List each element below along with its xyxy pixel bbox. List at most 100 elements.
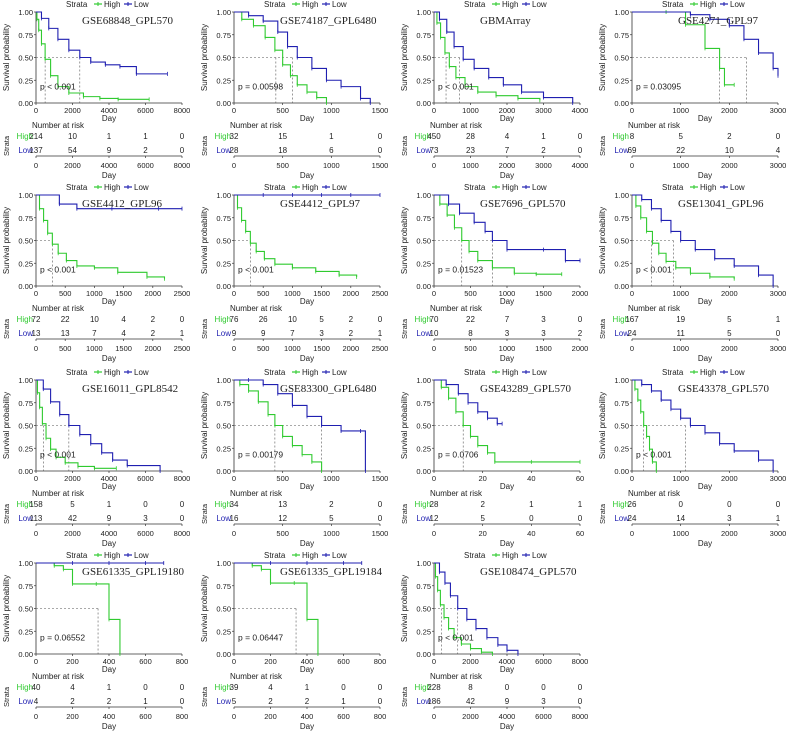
high-survival-curve	[234, 194, 358, 277]
x-tick-label: 1000	[323, 106, 340, 115]
km-panel: 0.00 0.25 0.50 0.75 1.00 Survival probability…	[198, 368, 388, 548]
risk-x-tick-label: 500	[464, 344, 477, 353]
x-axis-label: Day	[102, 297, 116, 306]
risk-low-count: 8	[468, 329, 473, 338]
risk-high-count: 70	[430, 315, 439, 324]
x-tick-label: 1000	[672, 106, 689, 115]
p-value: p = 0.03095	[636, 81, 681, 91]
risk-low-count: 4	[121, 329, 126, 338]
risk-high-count: 1	[305, 683, 310, 692]
y-tick-label: 0.75	[416, 582, 431, 591]
y-tick-label: 1.00	[614, 191, 629, 200]
risk-strata-label: Strata	[200, 318, 209, 339]
x-tick-label: 2000	[572, 289, 589, 298]
y-tick-label: 1.00	[416, 191, 431, 200]
risk-high-count: 0	[578, 683, 583, 692]
chart-title: GSE74187_GPL6480	[280, 15, 377, 27]
x-tick-label: 3000	[535, 106, 552, 115]
risk-low-count: 24	[628, 514, 637, 523]
risk-x-axis-label: Day	[500, 722, 514, 731]
risk-high-count: 1	[541, 132, 546, 141]
risk-x-tick-label: 500	[59, 344, 72, 353]
risk-x-tick-label: 2000	[144, 344, 161, 353]
risk-row-high-label: High	[415, 683, 431, 692]
risk-high-count: 26	[628, 500, 637, 509]
legend-low-label: Low	[332, 0, 347, 9]
risk-x-tick-label: 1000	[672, 344, 689, 353]
risk-low-count: 0	[578, 146, 583, 155]
risk-x-tick-label: 1000	[462, 161, 479, 170]
p-value: p < 0.001	[238, 264, 274, 274]
risk-x-axis-label: Day	[500, 539, 514, 548]
risk-x-axis-label: Day	[300, 171, 314, 180]
risk-low-count: 3	[541, 329, 546, 338]
risk-x-tick-label: 200	[264, 712, 277, 721]
risk-low-count: 12	[278, 514, 287, 523]
risk-low-count: 113	[30, 514, 43, 523]
legend-high-label: High	[502, 0, 518, 9]
risk-high-count: 0	[578, 132, 583, 141]
x-tick-label: 1500	[313, 289, 330, 298]
risk-x-tick-label: 1000	[284, 344, 301, 353]
risk-x-tick-label: 20	[478, 529, 486, 538]
risk-strata-label: Strata	[598, 135, 607, 156]
risk-x-tick-label: 0	[232, 344, 236, 353]
risk-strata-label: Strata	[400, 135, 409, 156]
y-tick-label: 0.25	[416, 627, 431, 636]
risk-high-count: 0	[180, 315, 185, 324]
x-tick-label: 40	[527, 474, 535, 483]
y-axis-label: Survival probability	[200, 24, 209, 91]
risk-x-tick-label: 200	[66, 712, 79, 721]
risk-x-tick-label: 2000	[462, 712, 479, 721]
risk-high-count: 228	[427, 683, 441, 692]
risk-high-count: 1	[143, 132, 148, 141]
y-tick-label: 1.00	[18, 559, 33, 568]
y-tick-label: 1.00	[216, 376, 231, 385]
risk-high-count: 4	[505, 132, 510, 141]
p-value: p < 0.001	[438, 81, 474, 91]
p-value: p = 0.0706	[438, 449, 479, 459]
risk-x-axis-label: Day	[500, 354, 514, 363]
risk-high-count: 1	[329, 132, 334, 141]
x-tick-label: 8000	[572, 657, 589, 666]
legend-low-label: Low	[332, 183, 347, 192]
risk-low-count: 10	[430, 329, 439, 338]
low-survival-curve	[632, 379, 774, 471]
risk-x-axis-label: Day	[500, 171, 514, 180]
km-panel: 0.00 0.25 0.50 0.75 1.00 Survival probability…	[0, 368, 190, 548]
risk-title: Number at risk	[32, 304, 85, 313]
risk-high-count: 0	[727, 500, 732, 509]
risk-x-tick-label: 1500	[115, 344, 132, 353]
risk-x-tick-label: 4000	[572, 161, 589, 170]
risk-high-count: 15	[278, 132, 287, 141]
x-tick-label: 3000	[770, 289, 787, 298]
risk-row-high-label: High	[415, 315, 431, 324]
risk-row-low-label: Low	[216, 146, 231, 155]
km-panel: 0.00 0.25 0.50 0.75 1.00 Survival probability…	[198, 551, 388, 731]
risk-x-tick-label: 40	[527, 529, 535, 538]
legend-high-label: High	[104, 183, 120, 192]
legend-high-label: High	[104, 368, 120, 377]
km-panel: 0.00 0.25 0.50 0.75 1.00 Survival probability…	[596, 183, 786, 363]
risk-high-count: 5	[319, 315, 324, 324]
risk-x-tick-label: 4000	[101, 529, 118, 538]
risk-low-count: 18	[278, 146, 287, 155]
x-tick-label: 2000	[64, 474, 81, 483]
chart-title: GSE4412_GPL97	[280, 198, 361, 210]
risk-x-tick-label: 0	[432, 529, 436, 538]
x-tick-label: 1000	[672, 474, 689, 483]
km-panel: 0.00 0.25 0.50 0.75 1.00 Survival probability…	[596, 0, 786, 180]
risk-low-count: 2	[541, 146, 546, 155]
x-axis-label: Day	[698, 482, 712, 491]
y-tick-label: 0.75	[216, 582, 231, 591]
risk-low-count: 0	[378, 146, 383, 155]
legend-high-label: High	[302, 183, 318, 192]
y-tick-label: 0.00	[18, 282, 33, 291]
risk-low-count: 2	[107, 697, 112, 706]
risk-x-tick-label: 6000	[535, 712, 552, 721]
risk-x-tick-label: 0	[34, 161, 38, 170]
risk-x-tick-label: 1000	[672, 529, 689, 538]
y-tick-label: 1.00	[614, 376, 629, 385]
risk-title: Number at risk	[32, 672, 85, 681]
risk-x-tick-label: 0	[432, 344, 436, 353]
